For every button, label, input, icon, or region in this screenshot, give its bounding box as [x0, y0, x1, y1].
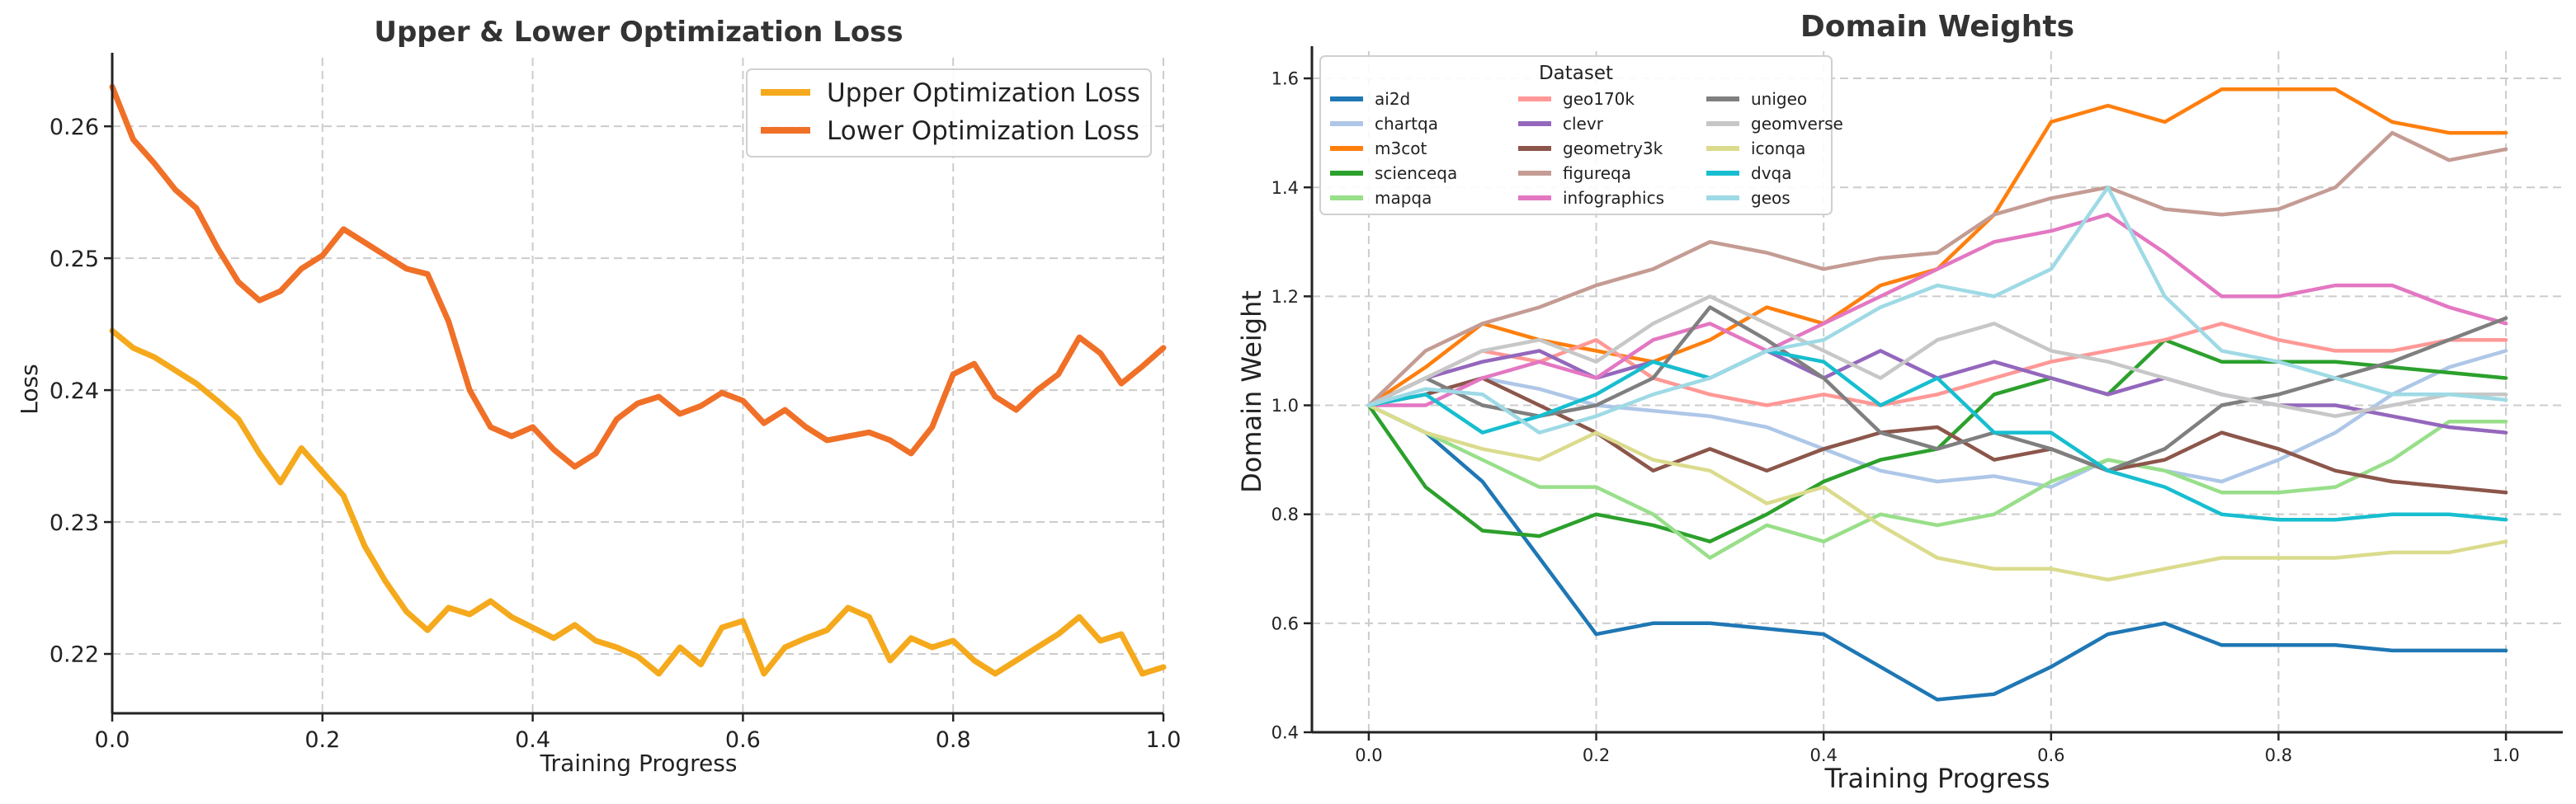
weights-y-tick-label: 1.6: [1271, 69, 1299, 89]
domain-weights-legend-label-clevr: clevr: [1563, 114, 1604, 134]
loss-chart-ylabel: Loss: [16, 364, 43, 414]
domain-weights-legend-entries: ai2d chartqa m3cot scienceqa mapqa geo170k cle…: [1330, 89, 1843, 208]
weights-series-scienceqa: [1366, 337, 2508, 543]
domain-weights-legend-label-geometry3k: geometry3k: [1563, 139, 1663, 158]
loss-x-tick-label: 0.4: [515, 727, 550, 753]
loss-x-tick-label: 0.2: [304, 727, 340, 753]
weights-x-tick-label: 0.8: [2265, 745, 2292, 765]
loss-chart-legend: Upper Optimization Loss Lower Optimizati…: [746, 68, 1152, 158]
weights-y-tick-label: 1.0: [1271, 396, 1299, 416]
domain-weights-legend-label-m3cot: m3cot: [1375, 139, 1427, 158]
domain-weights-chart: Domain Weights 0.0 0.2 0.4 0.6 0.8 1.00.40.60…: [1236, 10, 2563, 794]
weights-y-tick-label: 0.8: [1271, 505, 1299, 524]
weights-x-tick-label: 1.0: [2492, 745, 2519, 765]
loss-x-tick-label: 0.0: [95, 727, 130, 753]
weights-y-tick-label: 0.4: [1271, 723, 1299, 743]
domain-weights-chart-xlabel: Training Progress: [1824, 763, 2050, 794]
loss-y-tick-label: 0.26: [50, 115, 99, 140]
weights-x-tick-label: 0.6: [2037, 745, 2064, 765]
loss-x-tick-label: 0.6: [725, 727, 761, 753]
weights-series-geomverse: [1366, 294, 2508, 418]
domain-weights-legend-label-chartqa: chartqa: [1375, 114, 1438, 134]
weights-y-tick-label: 0.6: [1271, 614, 1299, 633]
weights-series-ai2d: [1366, 403, 2508, 702]
domain-weights-legend-label-iconqa: iconqa: [1751, 139, 1805, 158]
loss-y-tick-label: 0.25: [50, 247, 99, 272]
loss-legend-frame: [746, 68, 1152, 158]
domain-weights-legend-label-ai2d: ai2d: [1375, 89, 1410, 109]
domain-weights-legend-label-scienceqa: scienceqa: [1375, 163, 1457, 183]
weights-series-figureqa: [1366, 130, 2508, 407]
weights-x-tick-label: 0.2: [1583, 745, 1610, 765]
loss-chart-grid: [111, 58, 1164, 713]
domain-weights-legend-title: Dataset: [1539, 63, 1613, 84]
loss-series-lower-optimization-loss: [109, 83, 1167, 470]
domain-weights-chart-legend: Dataset ai2d chartqa m3cot scienceqa mapqa ge…: [1319, 55, 1843, 215]
loss-chart-series: [109, 83, 1167, 677]
loss-chart-axes: 0.0 0.2 0.4 0.6 0.8 1.0 0.22 0.23 0.24 0.25 0.26: [50, 53, 1182, 753]
domain-weights-legend-label-infographics: infographics: [1563, 188, 1664, 208]
domain-weights-legend-label-geo170k: geo170k: [1563, 89, 1635, 109]
weights-series-unigeo: [1366, 305, 2508, 473]
domain-weights-legend-label-geos: geos: [1751, 188, 1790, 208]
domain-weights-legend-label-unigeo: unigeo: [1751, 89, 1807, 109]
domain-weights-legend-label-dvqa: dvqa: [1751, 163, 1791, 183]
weights-series-iconqa: [1366, 403, 2508, 582]
loss-y-tick-label: 0.24: [50, 378, 99, 404]
domain-weights-legend-label-figureqa: figureqa: [1563, 163, 1631, 183]
loss-x-tick-label: 0.8: [936, 727, 971, 753]
domain-weights-legend-label-geomverse: geomverse: [1751, 114, 1843, 134]
weights-y-tick-label: 1.2: [1271, 287, 1299, 307]
loss-y-tick-label: 0.22: [50, 642, 99, 668]
weights-series-chartqa: [1366, 349, 2508, 489]
loss-legend-label-upper: Upper Optimization Loss: [827, 78, 1140, 108]
loss-chart-xlabel: Training Progress: [540, 750, 738, 777]
loss-series-upper-optimization-loss: [109, 327, 1167, 677]
loss-chart-title: Upper & Lower Optimization Loss: [374, 16, 903, 49]
weights-series-dvqa: [1366, 349, 2508, 522]
domain-weights-chart-axes: 0.0 0.2 0.4 0.6 0.8 1.0 0.4 0.6 0.8 1.0 1.2 1.4 1.6: [1271, 46, 2563, 765]
domain-weights-chart-ylabel: Domain Weight: [1236, 290, 1267, 493]
domain-weights-chart-title: Domain Weights: [1800, 10, 2074, 44]
loss-legend-label-lower: Lower Optimization Loss: [827, 116, 1139, 146]
weights-y-tick-label: 1.4: [1271, 178, 1299, 198]
weights-x-tick-label: 0.0: [1355, 745, 1382, 765]
domain-weights-legend-frame: [1319, 55, 1833, 215]
weights-x-tick-label: 0.4: [1809, 745, 1837, 765]
loss-x-tick-label: 1.0: [1146, 727, 1182, 753]
weights-series-geo170k: [1366, 322, 2508, 407]
weights-series-mapqa: [1366, 403, 2508, 560]
loss-chart: Upper & Lower Optimization Loss 0.0 0.2 0.…: [16, 16, 1181, 777]
weights-series-infographics: [1366, 212, 2508, 407]
domain-weights-chart-series: [1366, 87, 2508, 702]
domain-weights-legend-label-mapqa: mapqa: [1375, 188, 1432, 208]
loss-y-tick-label: 0.23: [50, 510, 99, 536]
weights-series-geos: [1366, 185, 2508, 435]
